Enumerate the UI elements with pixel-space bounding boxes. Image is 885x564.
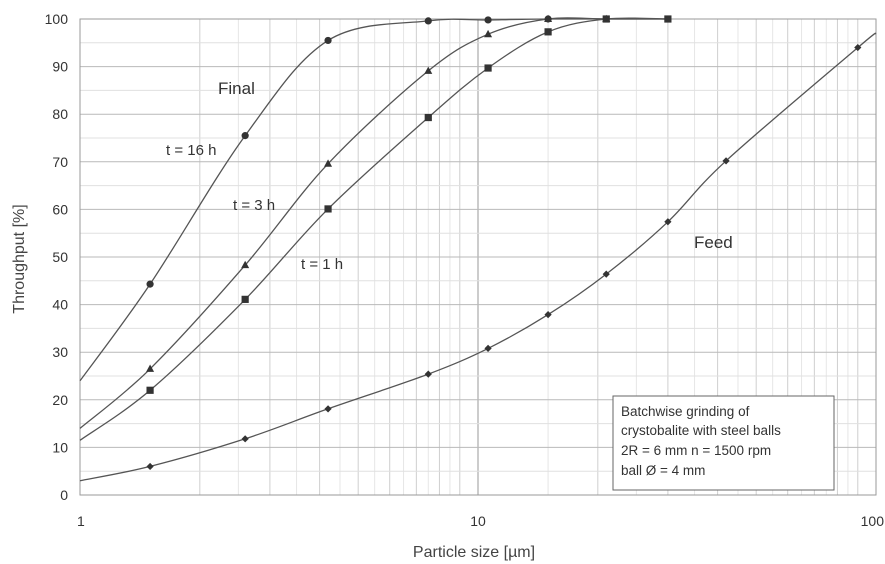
note-box-frame <box>612 395 835 491</box>
y-tick-label: 100 <box>45 11 69 27</box>
marker-t-3-h <box>146 364 155 372</box>
marker-feed <box>424 370 432 378</box>
markers <box>146 14 862 471</box>
marker-t-16-h <box>146 280 154 288</box>
y-axis-title: Throughput [%] <box>11 204 28 313</box>
marker-t-16-h <box>324 36 332 45</box>
y-tick-label: 20 <box>52 392 68 408</box>
marker-feed <box>544 310 552 319</box>
marker-t-3-h <box>484 29 493 38</box>
curve-t-3-h <box>79 17 668 429</box>
x-tick-label: 100 <box>861 513 885 529</box>
y-tick-label: 70 <box>52 154 68 170</box>
marker-feed <box>146 462 154 471</box>
label-final: Final <box>218 79 255 98</box>
x-tick-label: 1 <box>77 513 85 529</box>
marker-t-3-h <box>424 66 433 74</box>
label-feed: Feed <box>694 233 733 252</box>
note-line-1: Batchwise grinding of <box>621 404 750 419</box>
note-box: Batchwise grinding of crystobalite with … <box>612 395 835 491</box>
marker-t-1-h <box>424 113 432 122</box>
marker-feed <box>324 405 332 413</box>
y-tick-label: 30 <box>52 344 68 360</box>
x-tick-label: 10 <box>470 513 486 529</box>
marker-t-1-h <box>602 15 610 23</box>
marker-t-1-h <box>241 295 249 303</box>
x-axis-title: Particle size [µm] <box>413 544 535 561</box>
y-tick-label: 0 <box>60 487 68 503</box>
marker-t-3-h <box>241 260 250 269</box>
y-tick-label: 40 <box>52 297 68 313</box>
marker-feed <box>664 218 672 226</box>
marker-t-1-h <box>484 64 492 72</box>
curve-t-16-h <box>79 18 668 382</box>
marker-t-16-h <box>241 132 249 140</box>
marker-t-1-h <box>146 386 154 394</box>
y-tick-label: 50 <box>52 249 68 265</box>
marker-feed <box>241 435 249 443</box>
y-tick-label: 10 <box>52 439 68 455</box>
curve-feed <box>79 32 877 482</box>
note-line-4: ball Ø = 4 mm <box>621 463 705 478</box>
y-tick-label: 80 <box>52 106 68 122</box>
note-line-2: crystobalite with steel balls <box>621 423 781 438</box>
label-t-1h: t = 1 h <box>301 256 343 273</box>
y-tick-label: 90 <box>52 59 68 75</box>
marker-t-3-h <box>544 14 553 22</box>
label-t-3h: t = 3 h <box>233 197 275 214</box>
marker-t-1-h <box>664 15 672 23</box>
curve-t-1-h <box>79 17 668 441</box>
label-t-16h: t = 16 h <box>166 142 216 159</box>
marker-t-3-h <box>324 159 333 167</box>
marker-t-1-h <box>324 205 332 213</box>
marker-feed <box>854 43 862 52</box>
marker-t-16-h <box>424 17 432 25</box>
note-line-3: 2R = 6 mm n = 1500 rpm <box>621 443 771 458</box>
marker-feed <box>722 157 730 165</box>
marker-t-16-h <box>484 16 492 24</box>
marker-t-1-h <box>544 28 552 36</box>
marker-feed <box>484 344 492 352</box>
y-tick-label: 60 <box>52 201 68 217</box>
plot-frame <box>79 18 877 496</box>
curves <box>79 17 877 482</box>
marker-feed <box>602 270 610 278</box>
